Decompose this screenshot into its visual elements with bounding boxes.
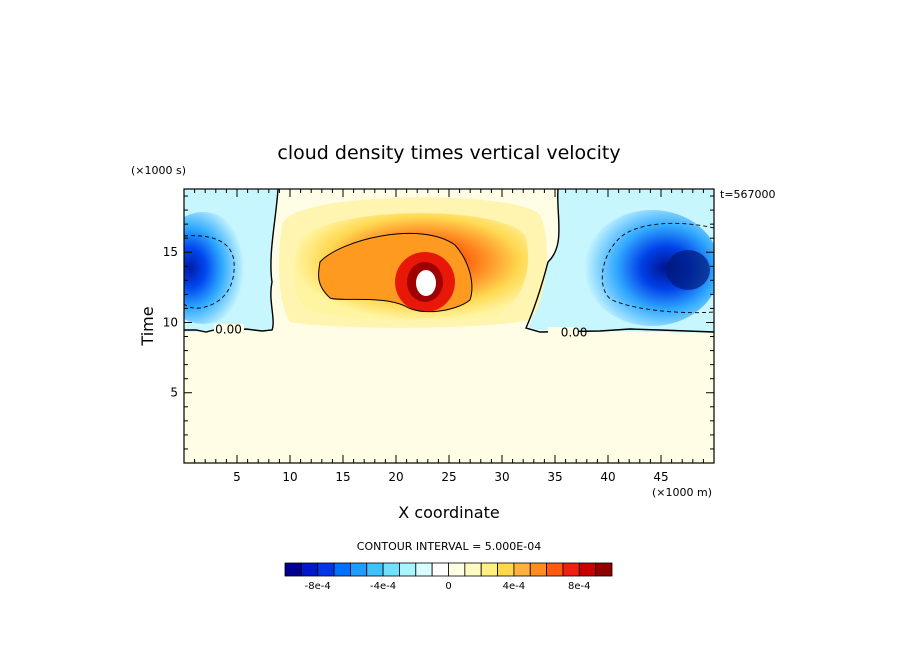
colorbar-swatch xyxy=(464,562,482,577)
downdraft-right-min xyxy=(666,250,710,290)
x-tick-label: 30 xyxy=(494,470,509,484)
colorbar-swatch xyxy=(366,562,384,577)
x-unit-label: (×1000 m) xyxy=(652,486,712,499)
colorbar-tick-label: 4e-4 xyxy=(503,581,526,592)
colorbar-swatch xyxy=(382,562,400,577)
contour-label: 0.00 xyxy=(561,325,588,339)
colorbar-swatch xyxy=(546,562,564,577)
colorbar-tick-label: -4e-4 xyxy=(370,581,396,592)
colorbar-swatch xyxy=(317,562,335,577)
y-tick-label: 15 xyxy=(163,245,178,259)
colorbar-swatch xyxy=(300,562,319,577)
y-axis-label: Time xyxy=(138,306,157,346)
contour-cold-right xyxy=(601,222,714,314)
colorbar-swatch xyxy=(399,562,417,577)
colorbar-swatch xyxy=(284,562,302,577)
chart-title: cloud density times vertical velocity xyxy=(277,142,620,164)
colorbar-swatch xyxy=(529,562,548,577)
x-tick-label: 45 xyxy=(653,470,668,484)
x-tick-label: 40 xyxy=(600,470,615,484)
colorbar-swatch xyxy=(349,562,368,577)
time-stamp: t=567000 xyxy=(720,188,776,201)
colorbar-swatch xyxy=(595,562,613,577)
heatmap-field xyxy=(184,189,714,463)
contour-warm xyxy=(318,232,473,313)
colorbar-swatch xyxy=(431,562,449,577)
colorbar-swatch xyxy=(333,562,351,577)
colorbar-tick-label: 8e-4 xyxy=(568,581,591,592)
updraft-core-peak xyxy=(416,270,436,296)
y-unit-label: (×1000 s) xyxy=(131,164,186,177)
contour-interval-label: CONTOUR INTERVAL = 5.000E-04 xyxy=(357,540,541,553)
colorbar-swatch xyxy=(480,562,498,577)
colorbar-swatch xyxy=(513,562,531,577)
colorbar-swatch xyxy=(562,562,580,577)
downdraft-right-core xyxy=(584,210,714,326)
colorbar-swatch xyxy=(448,562,466,577)
downdraft-left-core xyxy=(184,212,249,324)
y-tick-label: 10 xyxy=(163,315,178,329)
contour-label-bg-left xyxy=(214,324,244,337)
colorbar-tick-label: -8e-4 xyxy=(305,581,331,592)
x-tick-label: 25 xyxy=(441,470,456,484)
y-tick-label: 5 xyxy=(170,386,178,400)
colorbar-swatch xyxy=(415,562,433,577)
x-tick-label: 15 xyxy=(335,470,350,484)
x-tick-label: 20 xyxy=(388,470,403,484)
zero-contour-right xyxy=(525,189,714,333)
contour-label: 0.00 xyxy=(215,323,242,337)
x-tick-label: 10 xyxy=(282,470,297,484)
x-axis-label: X coordinate xyxy=(398,503,499,522)
x-tick-label: 5 xyxy=(233,470,241,484)
x-tick-label: 35 xyxy=(547,470,562,484)
colorbar-swatch xyxy=(578,562,597,577)
colorbar-swatch xyxy=(497,562,515,577)
contour-label-bg-right xyxy=(548,327,578,340)
contour-cold-left xyxy=(184,235,235,309)
colorbar-tick-label: 0 xyxy=(445,581,451,592)
colorbar xyxy=(284,562,613,577)
